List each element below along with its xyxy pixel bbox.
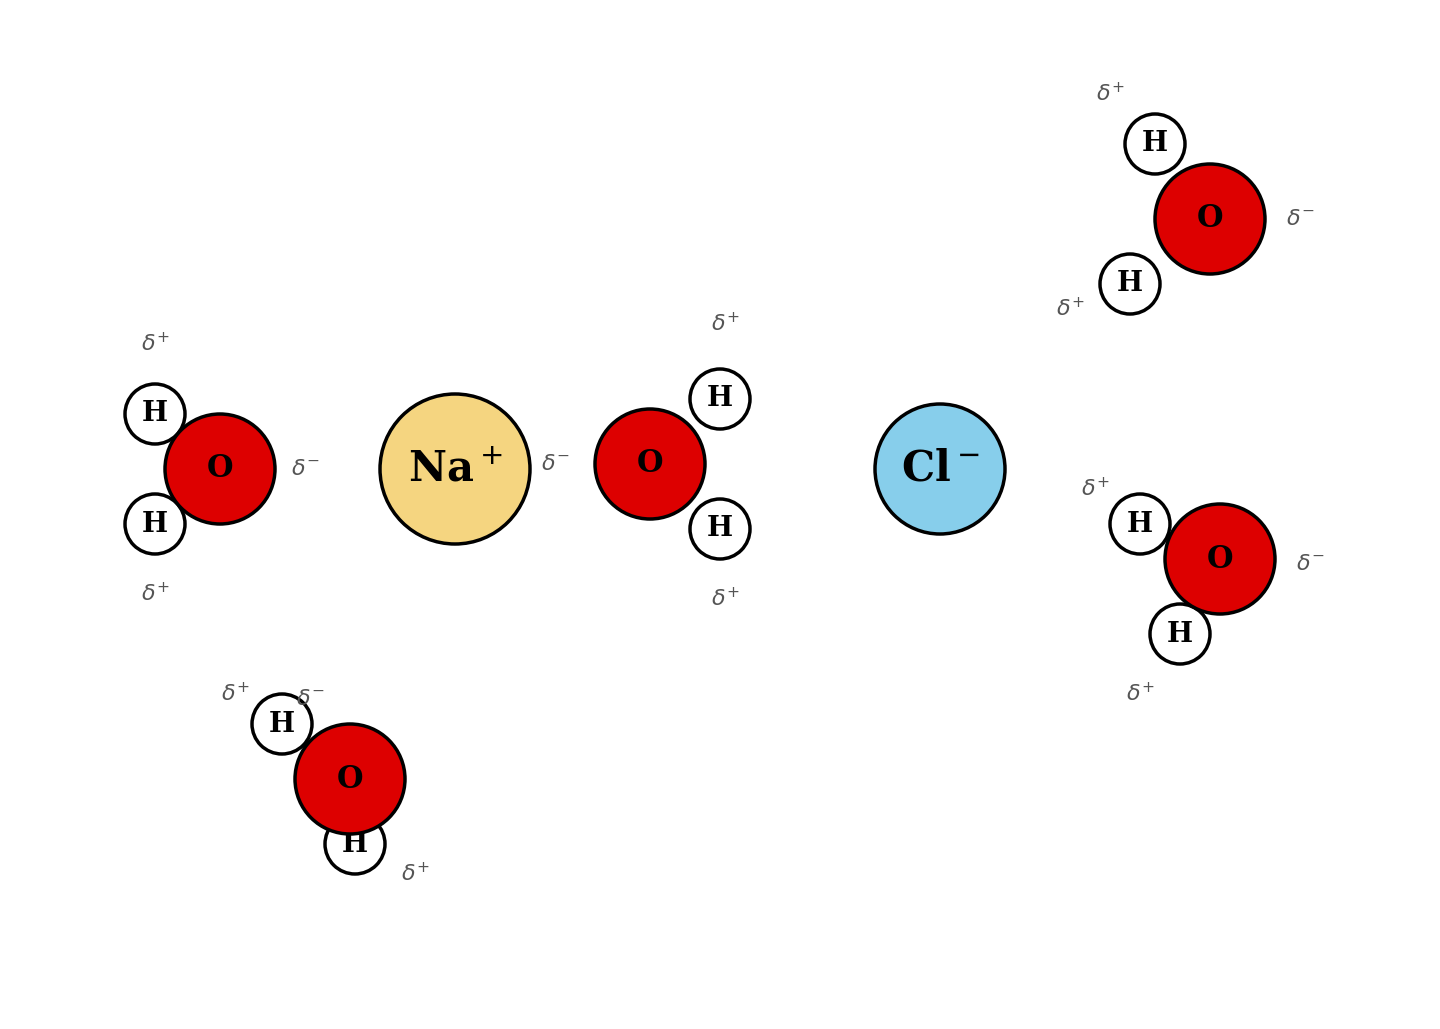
Text: O: O — [636, 449, 664, 480]
Circle shape — [125, 384, 184, 443]
Text: $\delta^{+}$: $\delta^{+}$ — [1081, 477, 1109, 501]
Text: Na$^+$: Na$^+$ — [408, 448, 503, 490]
Circle shape — [690, 369, 750, 429]
Text: $\delta^{-}$: $\delta^{-}$ — [295, 688, 324, 710]
Text: H: H — [1128, 510, 1153, 537]
Circle shape — [1125, 114, 1185, 174]
Text: H: H — [707, 386, 733, 413]
Text: H: H — [269, 710, 295, 738]
Circle shape — [380, 394, 530, 544]
Text: H: H — [143, 400, 168, 427]
Circle shape — [166, 414, 275, 524]
Text: $\delta^{+}$: $\delta^{+}$ — [141, 582, 170, 606]
Text: $\delta^{+}$: $\delta^{+}$ — [711, 313, 739, 335]
Circle shape — [325, 814, 384, 874]
Text: O: O — [1207, 543, 1233, 574]
Text: $\delta^{+}$: $\delta^{+}$ — [1056, 297, 1084, 321]
Text: H: H — [341, 830, 369, 857]
Text: $\delta^{+}$: $\delta^{+}$ — [141, 332, 170, 356]
Circle shape — [295, 724, 405, 833]
Circle shape — [252, 694, 312, 754]
Text: H: H — [1166, 620, 1194, 647]
Text: $\delta^{-}$: $\delta^{-}$ — [1296, 553, 1325, 575]
Text: $\delta^{+}$: $\delta^{+}$ — [711, 588, 739, 610]
Text: H: H — [1142, 131, 1168, 157]
Circle shape — [1110, 494, 1169, 554]
Circle shape — [1100, 254, 1161, 314]
Text: $\delta^{+}$: $\delta^{+}$ — [400, 862, 429, 886]
Text: $\delta^{-}$: $\delta^{-}$ — [291, 458, 320, 480]
Text: H: H — [1117, 271, 1143, 297]
Text: $\delta^{-}$: $\delta^{-}$ — [1286, 208, 1315, 230]
Text: H: H — [707, 516, 733, 542]
Text: Cl$^-$: Cl$^-$ — [901, 448, 979, 490]
Circle shape — [125, 494, 184, 554]
Text: H: H — [143, 510, 168, 537]
Text: O: O — [207, 454, 233, 485]
Text: $\delta^{+}$: $\delta^{+}$ — [1126, 682, 1155, 706]
Text: O: O — [337, 764, 363, 794]
Circle shape — [595, 409, 706, 519]
Circle shape — [1151, 604, 1210, 664]
Text: $\delta^{+}$: $\delta^{+}$ — [220, 682, 249, 706]
Text: O: O — [1197, 204, 1223, 235]
Circle shape — [1155, 164, 1264, 274]
Circle shape — [690, 499, 750, 559]
Text: $\delta^{+}$: $\delta^{+}$ — [1096, 82, 1125, 106]
Circle shape — [1165, 504, 1274, 614]
Text: $\delta^{-}$: $\delta^{-}$ — [541, 453, 569, 475]
Circle shape — [876, 404, 1005, 534]
